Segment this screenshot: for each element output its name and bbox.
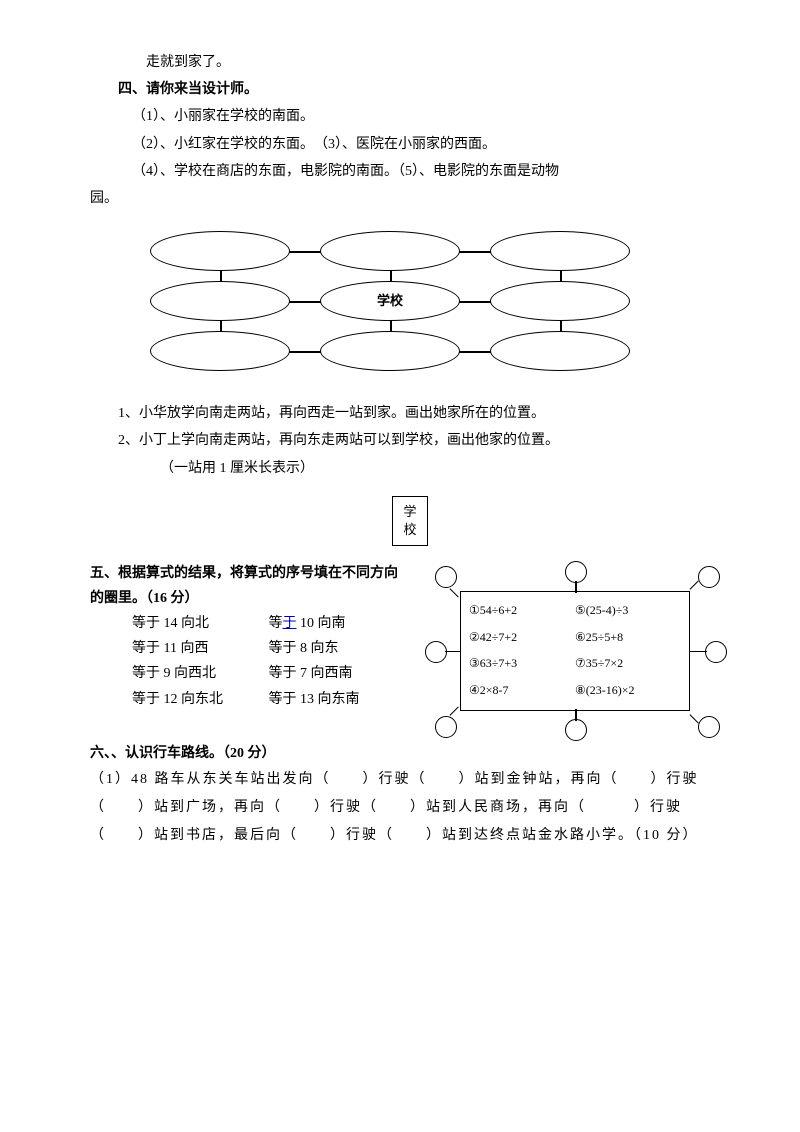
eq-dir-2a: 等于 11 向西 xyxy=(132,636,269,661)
equation-diagram: ①54÷6+2 ⑤(25-4)÷3 ②42÷7+2 ⑥25÷5+8 ③63÷7+… xyxy=(420,561,730,741)
section5-title: 五、根据算式的结果，将算式的序号填在不同方向的圈里。（16 分） xyxy=(90,561,405,611)
equation-7: ⑦35÷7×2 xyxy=(575,653,681,675)
oval-cell xyxy=(490,331,630,371)
oval-cell xyxy=(150,281,290,321)
eq-dir-3b: 等于 7 向西南 xyxy=(269,661,406,686)
section4-note: （一站用 1 厘米长表示） xyxy=(90,456,730,481)
section6-title: 六、、认识行车路线。（20 分） xyxy=(90,741,730,766)
eq-dir-2b: 等于 8 向东 xyxy=(269,636,406,661)
section4-item-2: （2）、小红家在学校的东面。 （3）、医院在小丽家的西面。 xyxy=(90,132,730,157)
section4-q2: 2、小丁上学向南走两站，再向东走两站可以到学校，画出他家的位置。 xyxy=(90,428,730,453)
equation-6: ⑥25÷5+8 xyxy=(575,627,681,649)
section4-item-1: （1）、小丽家在学校的南面。 xyxy=(90,104,730,129)
eq-dir-1b: 等于 10 向南 xyxy=(269,611,406,636)
school-box: 学 校 xyxy=(392,496,428,546)
eq-dir-3a: 等于 9 向西北 xyxy=(132,661,269,686)
oval-cell-school: 学校 xyxy=(320,281,460,321)
section4-q1: 1、小华放学向南走两站，再向西走一站到家。画出她家所在的位置。 xyxy=(90,401,730,426)
oval-cell xyxy=(150,231,290,271)
eq-dir-4a: 等于 12 向东北 xyxy=(132,687,269,712)
eq-dir-1a: 等于 14 向北 xyxy=(132,611,269,636)
oval-grid-diagram: 学校 xyxy=(150,231,630,381)
equation-8: ⑧(23-16)×2 xyxy=(575,680,681,702)
oval-cell xyxy=(320,331,460,371)
section4-item-4: 园。 xyxy=(90,186,730,211)
school-char-2: 校 xyxy=(403,521,416,539)
section4-item-3: （4）、学校在商店的东面，电影院的南面。（5）、电影院的东面是动物 xyxy=(90,159,730,184)
eq-dir-4b: 等于 13 向东南 xyxy=(269,687,406,712)
trailing-text: 走就到家了。 xyxy=(90,50,730,75)
equation-5: ⑤(25-4)÷3 xyxy=(575,600,681,622)
oval-cell xyxy=(320,231,460,271)
school-char-1: 学 xyxy=(403,503,416,521)
equation-4: ④2×8-7 xyxy=(469,680,575,702)
equation-3: ③63÷7+3 xyxy=(469,653,575,675)
equation-1: ①54÷6+2 xyxy=(469,600,575,622)
oval-cell xyxy=(490,281,630,321)
oval-cell xyxy=(150,331,290,371)
oval-cell xyxy=(490,231,630,271)
equation-2: ②42÷7+2 xyxy=(469,627,575,649)
section6-body: （1）48 路车从东关车站出发向（ ）行驶（ ）站到金钟站，再向（ ）行驶（ ）… xyxy=(90,766,730,850)
section4-title: 四、请你来当设计师。 xyxy=(90,77,730,102)
